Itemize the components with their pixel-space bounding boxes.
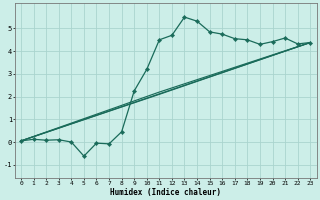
X-axis label: Humidex (Indice chaleur): Humidex (Indice chaleur) (110, 188, 221, 197)
